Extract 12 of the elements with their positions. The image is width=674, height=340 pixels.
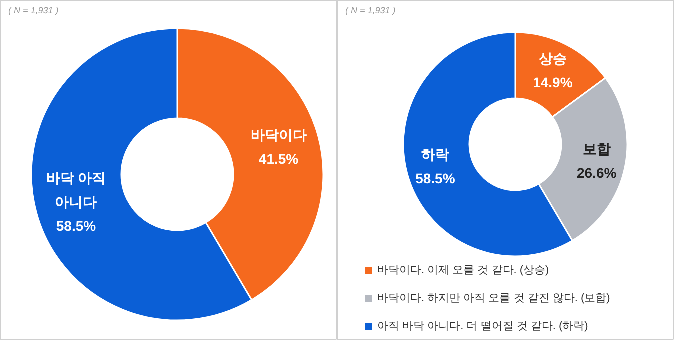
data-label: 상승 14.9% xyxy=(533,50,574,90)
text: ( N = 1,931 ) xyxy=(8,6,59,16)
data-label: 하락 58.5% xyxy=(416,146,456,186)
data-label: 41.5% xyxy=(258,150,300,167)
text: ( N = 1,931 ) xyxy=(346,6,396,16)
legend-label: 아직 바닥 아니다. 더 떨어질 것 같다. (하락) xyxy=(378,320,588,332)
slice-label: 바닥이다 xyxy=(250,126,307,143)
data-label: 보합 26.6% xyxy=(576,141,618,182)
legend-label: 바닥이다. 하지만 아직 오를 것 같진 않다. (보합) xyxy=(378,292,610,304)
data-label: 58.5% xyxy=(56,218,97,234)
legend-label: 바닥이다. 이제 오를 것 같다. (상승) xyxy=(378,264,550,276)
slice-label: 바닥 아직 아니다 xyxy=(46,170,106,210)
